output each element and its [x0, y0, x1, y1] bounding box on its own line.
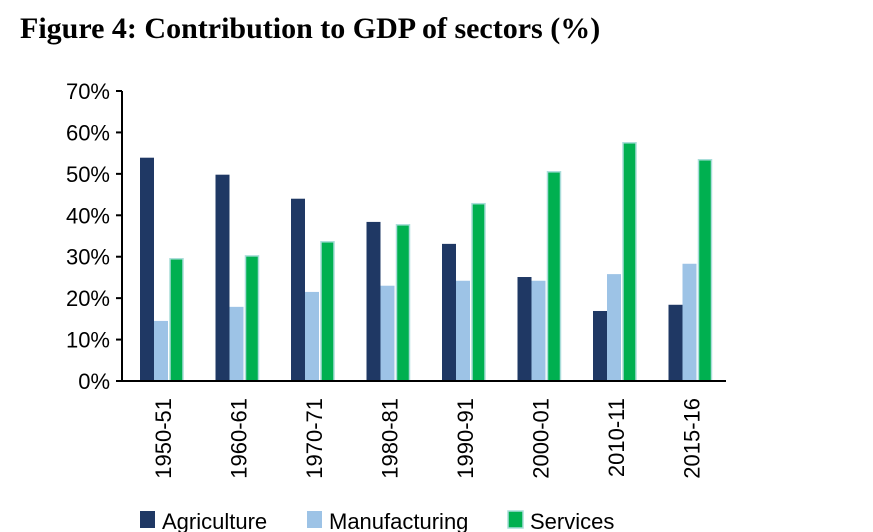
chart-title: Figure 4: Contribution to GDP of sectors… [20, 12, 601, 45]
bar-services-1950-51 [169, 258, 184, 382]
y-tick-label: 60% [66, 120, 110, 145]
x-tick-label: 1960-61 [227, 398, 252, 479]
bar-services-1990-91 [471, 202, 486, 382]
legend-swatch-manufacturing [307, 511, 322, 528]
x-tick-label: 1950-51 [151, 398, 176, 479]
bar-agriculture-2010-11 [593, 310, 607, 381]
y-tick-label: 40% [66, 203, 110, 228]
bar-manufacturing-1950-51 [154, 320, 168, 381]
legend-label-services: Services [530, 509, 614, 532]
bar-manufacturing-1980-81 [380, 285, 395, 381]
bar-agriculture-1950-51 [140, 157, 154, 381]
bar-agriculture-1990-91 [442, 243, 456, 381]
bar-agriculture-2000-01 [517, 277, 532, 381]
bar-services-1980-81 [395, 224, 411, 382]
bar-manufacturing-1970-71 [305, 291, 319, 381]
bar-agriculture-1970-71 [291, 198, 305, 381]
y-tick-label: 20% [66, 286, 110, 311]
bar-services-2000-01 [546, 171, 562, 382]
bar-manufacturing-2015-16 [682, 263, 697, 381]
bar-services-2010-11 [622, 142, 637, 382]
legend-label-agriculture: Agriculture [162, 509, 267, 532]
y-tick-label: 70% [66, 79, 110, 104]
legend-label-manufacturing: Manufacturing [329, 509, 468, 532]
bar-manufacturing-1990-91 [456, 280, 470, 381]
bar-manufacturing-2010-11 [607, 274, 621, 381]
bar-services-1960-61 [244, 255, 260, 382]
bar-agriculture-2015-16 [668, 304, 683, 381]
bar-agriculture-1960-61 [215, 174, 230, 381]
y-tick-label: 30% [66, 245, 110, 270]
x-tick-label: 2015-16 [680, 398, 705, 479]
y-tick-label: 10% [66, 328, 110, 353]
x-tick-label: 1970-71 [302, 398, 327, 479]
bar-agriculture-1980-81 [366, 221, 381, 381]
bar-services-1970-71 [320, 241, 335, 382]
x-tick-label: 1990-91 [453, 398, 478, 479]
x-tick-label: 2000-01 [529, 398, 554, 479]
legend-swatch-services [507, 510, 524, 529]
x-tick-label: 1980-81 [378, 398, 403, 479]
x-tick-label: 2010-11 [604, 398, 629, 477]
y-tick-label: 0% [78, 369, 110, 394]
y-tick-label: 50% [66, 162, 110, 187]
legend-swatch-agriculture [140, 511, 155, 528]
bar-manufacturing-1960-61 [229, 306, 244, 381]
bar-manufacturing-2000-01 [531, 280, 546, 381]
bar-services-2015-16 [697, 159, 713, 382]
